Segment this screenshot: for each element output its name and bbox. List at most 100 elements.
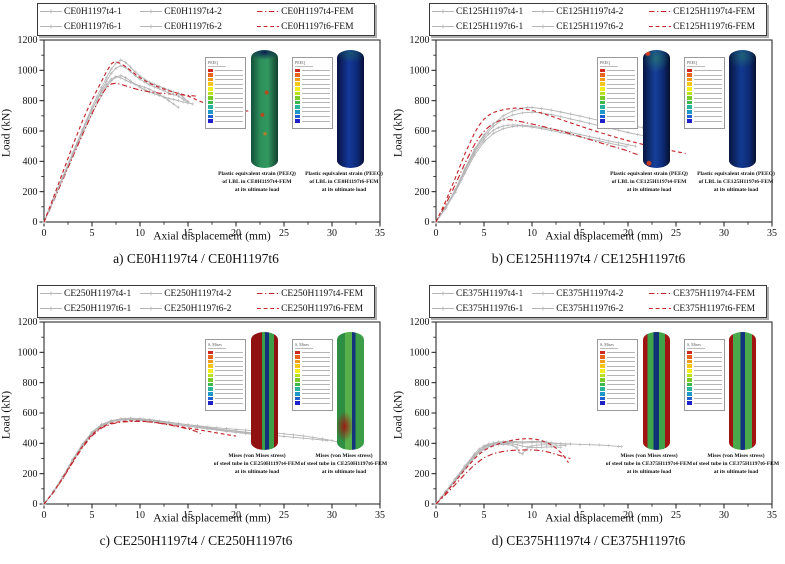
x-tick-label: 5: [90, 510, 95, 521]
colorbar-row: [295, 105, 330, 110]
colorbar-color-cell: [687, 119, 692, 123]
colorbar-value-line: [301, 365, 330, 367]
colorbar-value-line: [693, 88, 722, 90]
x-tick-label: 5: [90, 228, 95, 239]
inset-caption-line: of LBL in CE125H1197t4-FEM: [611, 178, 687, 185]
colorbar-color-cell: [687, 392, 692, 396]
colorbar-row: [687, 96, 722, 101]
colorbar-color-cell: [600, 105, 605, 110]
legend-label: CE375H1197t6-1: [456, 303, 524, 314]
colorbar-color-cell: [208, 68, 213, 73]
series-curve-CE375H1197t4-2: [435, 443, 566, 505]
colorbar-row: [600, 119, 635, 124]
x-tick-label: 15: [575, 228, 585, 239]
legend-label: CE125H1197t4-FEM: [673, 6, 756, 17]
colorbar-value-line: [301, 402, 330, 404]
colorbar-row: [687, 350, 722, 355]
colorbar-color-cell: [295, 96, 300, 100]
colorbar-color-cell: [208, 119, 213, 123]
inset-caption-line: at its ultimate load: [713, 186, 759, 193]
subplot-caption: c) CE250H1197t4 / CE250H1197t6: [99, 533, 293, 548]
inset-caption-line: Mises (von Mises stress): [620, 453, 678, 459]
colorbar-row: [208, 364, 243, 369]
fem-contour-column: [251, 332, 278, 450]
colorbar-row: [295, 91, 330, 96]
x-tick-label: 0: [434, 228, 439, 239]
colorbar-color-cell: [208, 387, 213, 392]
colorbar-row: [600, 110, 635, 115]
contour-colorbar-legend: S, Mises: [684, 339, 725, 411]
colorbar-value-line: [214, 379, 243, 381]
x-tick-label: 10: [135, 228, 145, 239]
legend-sample-gray-marker-line: [140, 306, 163, 311]
y-tick-label: 400: [415, 439, 430, 450]
inset-caption: Plastic equivalent strain (PEEQ) of LBL i…: [576, 171, 722, 194]
colorbar-value-line: [301, 111, 330, 113]
x-tick-label: 15: [183, 228, 193, 239]
colorbar-row: [295, 364, 330, 369]
colorbar-subtitle-line: [208, 65, 226, 67]
colorbar-value-line: [301, 83, 330, 85]
plot-legend: CE125H1197t4-1 CE125H1197t4-2 CE125H1197t4…: [429, 3, 767, 36]
series-curve-CE0H1197t4-2: [43, 75, 193, 223]
x-tick-label: 20: [623, 510, 633, 521]
legend-sample-gray-marker-line: [140, 291, 163, 296]
contour-colorbar-legend: PEEQ: [205, 57, 246, 129]
colorbar-row: [295, 378, 330, 383]
colorbar-value-line: [301, 115, 330, 117]
colorbar-value-line: [301, 370, 330, 372]
colorbar-row: [208, 91, 243, 96]
colorbar-row: [687, 68, 722, 73]
series-curve-CE125H1197t6-FEM: [435, 107, 686, 223]
colorbar-row: [600, 378, 635, 383]
colorbar-value-line: [693, 83, 722, 85]
colorbar-color-cell: [208, 392, 213, 396]
legend-label: CE125H1197t4-2: [556, 6, 624, 17]
colorbar-row: [295, 114, 330, 119]
colorbar-value-line: [606, 83, 635, 85]
inset-caption-line: of steel tube in CE375H1197t6-FEM: [692, 460, 780, 467]
colorbar-row: [208, 100, 243, 105]
colorbar-value-line: [214, 393, 243, 395]
colorbar-row: [295, 369, 330, 374]
plot-area: 0 5 10 15 20 25 30 35 0 200 400 600 800 1000 1200 Axial…: [1, 318, 386, 524]
colorbar-value-line: [693, 356, 722, 358]
colorbar-row: [687, 110, 722, 115]
legend-entry: CE125H1197t4-1: [431, 7, 531, 17]
colorbar-color-cell: [600, 91, 605, 96]
colorbar-value-line: [301, 88, 330, 90]
colorbar-row: [600, 105, 635, 110]
colorbar-value-line: [606, 74, 635, 76]
colorbar-value-line: [214, 120, 243, 122]
colorbar-value-line: [214, 356, 243, 358]
legend-sample-gray-marker-line: [140, 24, 163, 29]
legend-label: CE0H1197t4-FEM: [281, 6, 354, 17]
colorbar-value-line: [606, 379, 635, 381]
colorbar-color-cell: [208, 364, 213, 369]
colorbar-row: [600, 96, 635, 101]
colorbar-value-line: [693, 111, 722, 113]
contour-colorbar-legend: PEEQ: [597, 57, 638, 129]
colorbar-value-line: [693, 393, 722, 395]
legend-label: CE250H1197t6-1: [64, 303, 132, 314]
colorbar-value-line: [301, 120, 330, 122]
legend-entry: CE375H1197t4-2: [531, 289, 648, 299]
y-tick-label: 0: [425, 499, 430, 510]
inset-caption-line: at its ultimate load: [234, 468, 280, 475]
colorbar-row: [208, 105, 243, 110]
legend-entry: CE0H1197t6-FEM: [256, 22, 373, 32]
colorbar-value-line: [693, 120, 722, 122]
series-curve-CE0H1197t4-FEM: [43, 82, 196, 223]
colorbar-value-line: [301, 361, 330, 363]
colorbar-color-cell: [295, 77, 300, 82]
legend-entry: CE250H1197t4-FEM: [256, 289, 373, 299]
colorbar-color-cell: [600, 355, 605, 359]
legend-sample-gray-marker-line: [532, 291, 555, 296]
legend-label: CE125H1197t6-1: [456, 21, 524, 32]
colorbar-value-line: [214, 115, 243, 117]
colorbar-color-cell: [687, 350, 692, 355]
colorbar-row: [295, 401, 330, 406]
colorbar-row: [295, 82, 330, 87]
colorbar-value-line: [606, 397, 635, 399]
colorbar-color-cell: [687, 373, 692, 378]
